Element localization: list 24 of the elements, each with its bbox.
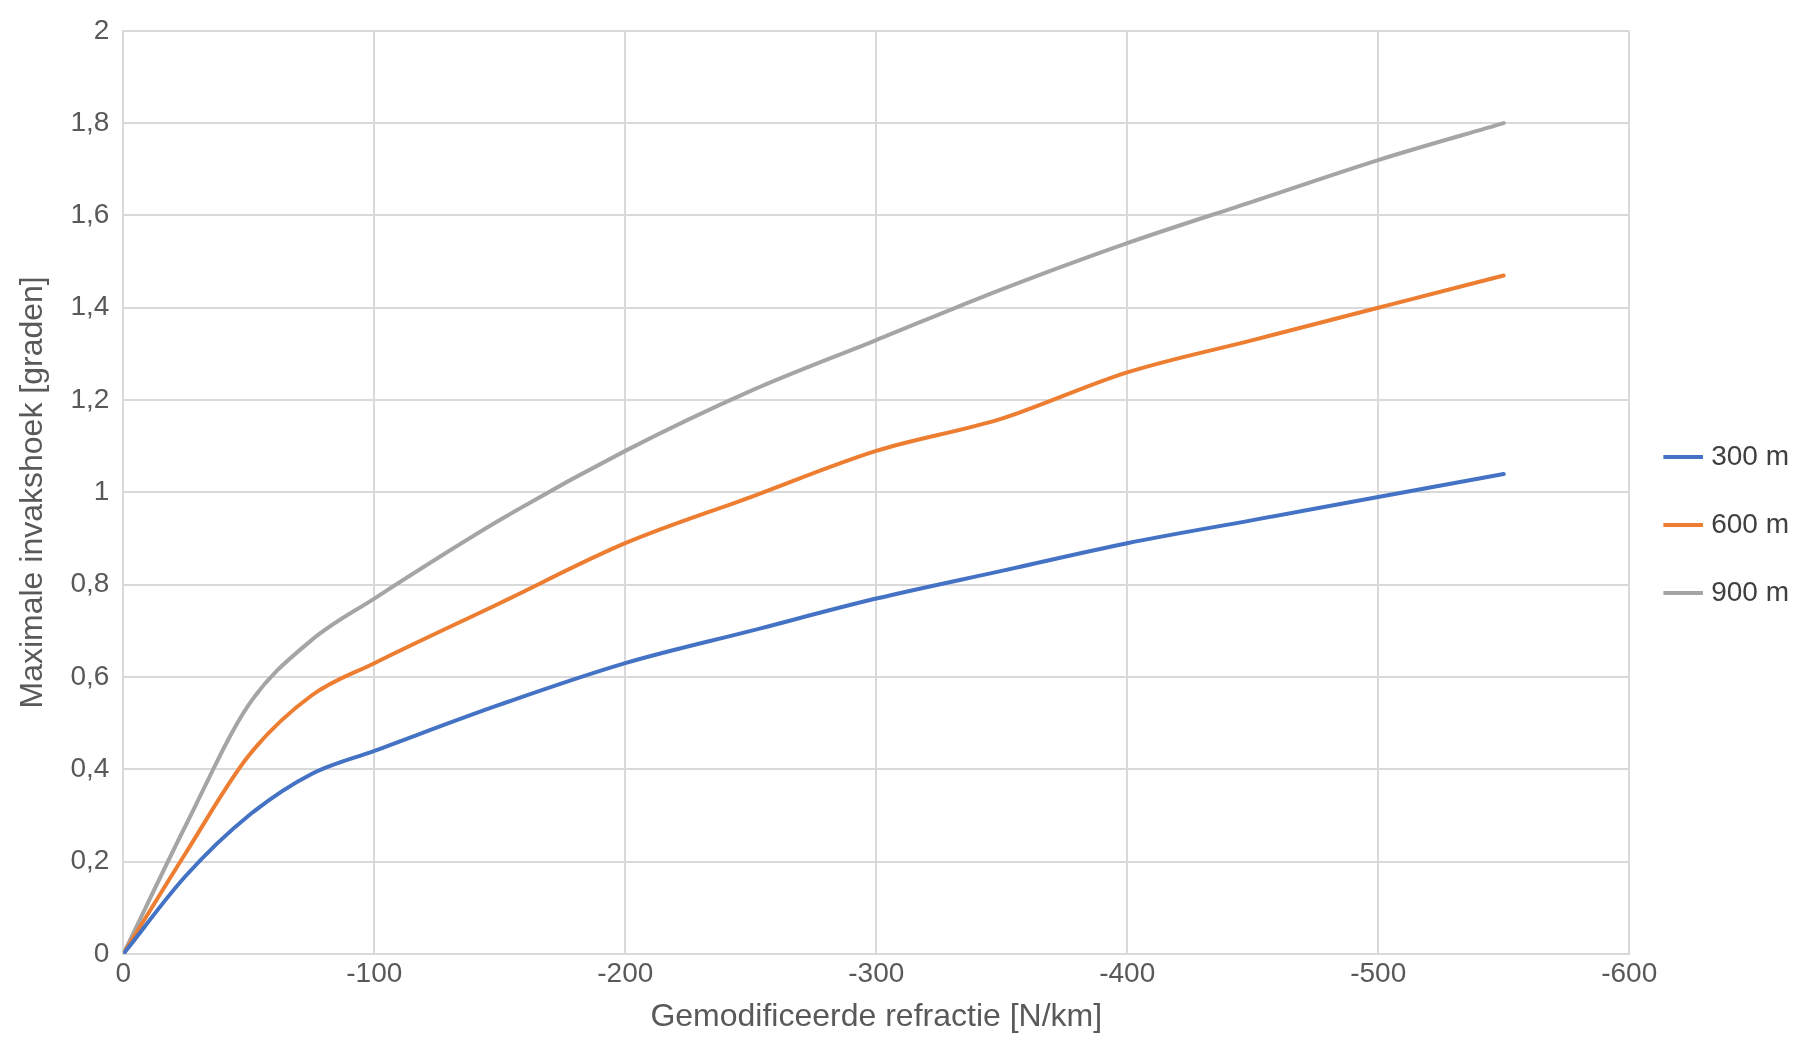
x-tick-label: -100 <box>346 956 403 988</box>
x-tick-label: -400 <box>1099 956 1156 988</box>
y-tick-label: 2 <box>93 13 110 45</box>
y-tick-label: 1,8 <box>70 105 110 137</box>
x-tick-label: 0 <box>115 956 132 988</box>
y-tick-label: 0,8 <box>70 567 110 599</box>
y-tick-label: 0,6 <box>70 659 110 691</box>
legend-label: 900 m <box>1711 575 1790 607</box>
y-tick-label: 0,4 <box>70 752 110 784</box>
legend-label: 600 m <box>1711 507 1790 539</box>
y-tick-label: 1,2 <box>70 382 110 414</box>
x-axis-title: Gemodificeerde refractie [N/km] <box>650 996 1103 1033</box>
x-tick-label: -300 <box>848 956 905 988</box>
x-tick-label: -200 <box>597 956 654 988</box>
x-tick-label: -500 <box>1350 956 1407 988</box>
line-series <box>123 471 1506 954</box>
y-tick-label: 1,4 <box>70 290 110 322</box>
y-tick-label: 0,2 <box>70 844 110 876</box>
legend-label: 300 m <box>1711 439 1790 471</box>
y-tick-label: 0 <box>93 936 110 968</box>
x-tick-label: -600 <box>1601 956 1658 988</box>
y-tick-label: 1,6 <box>70 198 110 230</box>
y-tick-label: 1 <box>93 475 110 507</box>
y-axis-title: Maximale invakshoek [graden] <box>13 276 50 709</box>
